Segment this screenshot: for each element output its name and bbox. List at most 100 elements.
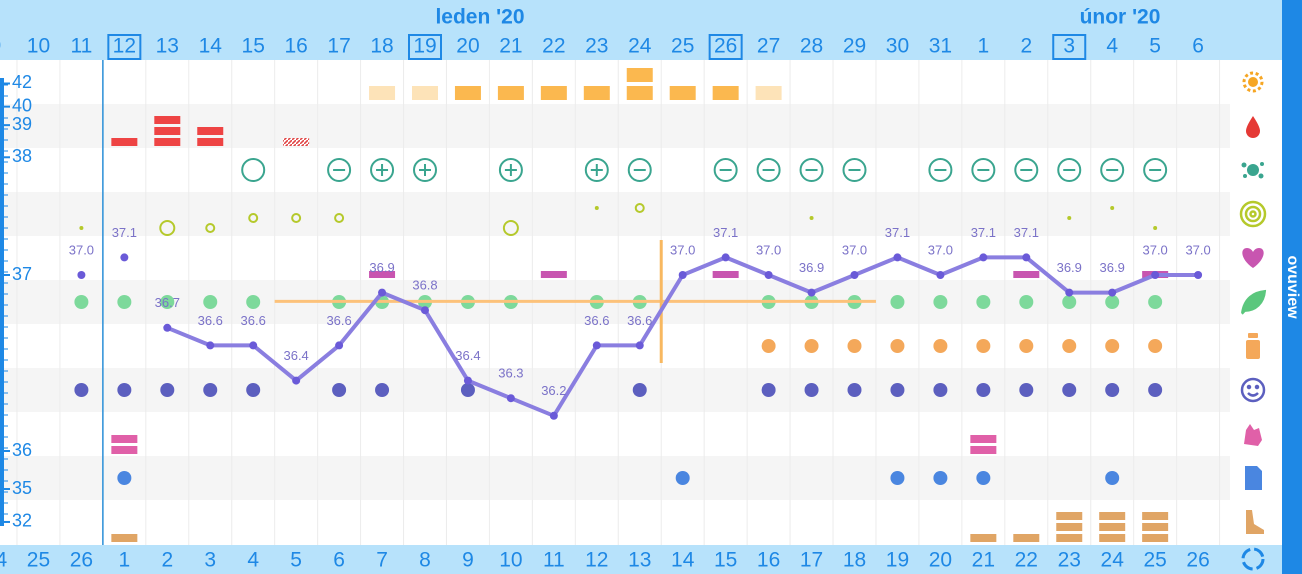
orange-dot: [1105, 339, 1120, 353]
temperature-label: 36.7: [155, 295, 180, 310]
temperature-label: 36.6: [326, 313, 351, 328]
day-label: 18: [370, 35, 393, 58]
temperature-label: 37.0: [1185, 242, 1210, 257]
cycle-day-label: 19: [886, 549, 909, 572]
fertility-bar: [412, 86, 438, 100]
fertility-bar: [369, 86, 396, 100]
icon-document: [1245, 466, 1262, 490]
notes-dot: [1105, 471, 1120, 485]
day-label: 27: [757, 35, 780, 58]
day-label: 28: [800, 35, 823, 58]
fertility-bar: [497, 86, 524, 100]
icon-foot: [1246, 510, 1264, 534]
day-label: 22: [542, 35, 565, 58]
brand: ovuview: [1284, 255, 1301, 319]
test-mark: [1014, 158, 1039, 182]
thermometer: [0, 78, 4, 526]
temperature-point: [807, 288, 816, 297]
test-mark: [971, 158, 996, 182]
day-label: 24: [628, 35, 652, 58]
temperature-point: [463, 376, 472, 385]
green-dot: [890, 295, 905, 309]
temperature-label: 36.6: [198, 313, 223, 328]
temperature-label: 37.0: [670, 242, 695, 257]
cycle-day-label: 2: [161, 549, 173, 572]
temperature-label: 36.3: [498, 366, 523, 381]
temperature-label: 37.0: [1142, 242, 1167, 257]
mood-dot: [1062, 383, 1077, 397]
cycle-day-label: 17: [800, 549, 823, 572]
icon-hand: [1244, 424, 1262, 446]
bleeding-bar: [154, 127, 181, 135]
temperature-label: 36.6: [584, 313, 609, 328]
mood-dot: [761, 383, 776, 397]
test-symbol: [799, 158, 824, 182]
temperature-label: 36.9: [369, 260, 394, 275]
day-label: 17: [327, 35, 350, 58]
mucus-ring: [159, 220, 176, 236]
temperature-label: 37.1: [885, 225, 910, 240]
icon-drop: [1246, 116, 1260, 138]
temperature-point: [635, 341, 644, 350]
mucus-ring: [334, 213, 345, 223]
bleeding-bar: [197, 127, 224, 135]
test-mark: [584, 158, 609, 182]
orange-dot: [976, 339, 991, 353]
fertility-bar: [626, 68, 653, 82]
fertility-bar: [755, 86, 782, 100]
other-mark-bar: [1142, 523, 1169, 531]
test-symbol: [584, 158, 609, 182]
other-mark-bar: [1056, 512, 1083, 520]
cycle-day-label: 13: [628, 549, 651, 572]
other-mark-bar: [1099, 523, 1126, 531]
orange-dot: [933, 339, 948, 353]
test-mark: [370, 158, 395, 182]
cycle-day-label: 24: [1101, 549, 1125, 572]
temperature-point: [335, 341, 344, 350]
bleeding-bar: [111, 138, 138, 146]
fertility-bar: [540, 86, 567, 100]
cycle-day-label: 6: [333, 549, 345, 572]
test-symbol: [413, 158, 438, 182]
mucus-ring: [248, 213, 259, 223]
marks: [74, 68, 1203, 542]
icon-cycle[interactable]: [1241, 547, 1265, 571]
temperature-point: [764, 271, 773, 279]
month-label: únor '20: [1080, 6, 1161, 29]
cycle-day-label: 5: [290, 549, 302, 572]
notes-dot: [117, 471, 132, 485]
footer-band: [0, 545, 1282, 574]
cycle-day-label: 23: [1058, 549, 1081, 572]
mucus-dot: [1067, 216, 1072, 220]
test-symbol: [1057, 158, 1082, 182]
other-mark: [1013, 534, 1040, 542]
cycle-day-label: 22: [1015, 549, 1038, 572]
y-tick-label: 39: [12, 114, 32, 134]
fertility-mark: [497, 86, 524, 100]
temperature-label: 36.4: [455, 348, 480, 363]
fertility-mark: [454, 86, 481, 100]
temperature-point: [120, 253, 129, 262]
cycle-day-label: 1: [119, 549, 131, 572]
fertility-mark: [626, 68, 653, 100]
cycle-day-label: 25: [27, 549, 50, 572]
green-dot: [976, 295, 991, 309]
other-mark-bar: [1099, 534, 1126, 542]
side-tab[interactable]: [1282, 0, 1302, 574]
temperature-point: [936, 271, 945, 279]
other-mark-bar: [1142, 512, 1169, 520]
day-label: 12: [113, 35, 136, 58]
symptom-mark-bar: [111, 446, 138, 454]
green-dot: [74, 295, 89, 309]
mood-dot: [976, 383, 991, 397]
test-symbol: [928, 158, 953, 182]
mucus-dot: [594, 206, 599, 210]
temperature-point: [249, 341, 258, 350]
mood-dot: [332, 383, 347, 397]
mucus-dot: [1110, 206, 1115, 210]
temperature-label: 36.6: [241, 313, 266, 328]
y-tick-label: 36: [12, 440, 32, 460]
bleeding-bar: [283, 138, 310, 146]
temperature-point: [850, 271, 859, 279]
temperature-label: 36.2: [541, 383, 566, 398]
